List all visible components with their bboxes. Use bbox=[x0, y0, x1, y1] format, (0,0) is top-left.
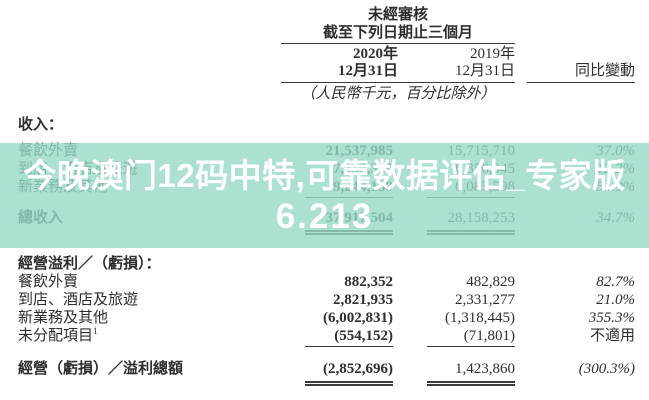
value-2020: 882,352 bbox=[344, 274, 393, 290]
value-2020: (6,002,831) bbox=[323, 310, 393, 326]
value-yoy: 不適用 bbox=[589, 328, 635, 344]
value-yoy: 82.7% bbox=[596, 274, 635, 290]
col-header-2020: 2020年 12月31日 bbox=[337, 46, 398, 79]
row-label: 未分配項目1 bbox=[18, 326, 98, 345]
watermark-text-line1: 今晚澳门12码中特,可靠数据评估_专家版 bbox=[23, 156, 626, 194]
row-label: 新業務及其他 bbox=[18, 310, 109, 326]
row-label: 到店、酒店及旅遊 bbox=[18, 292, 139, 308]
revenue-section-title: 收入： bbox=[18, 117, 64, 133]
watermark-overlay-band: 今晚澳门12码中特,可靠数据评估_专家版 6.213 bbox=[0, 143, 649, 248]
row-label: 餐飲外賣 bbox=[18, 274, 79, 290]
profit-total-row: 經營（虧損）／溢利總額 (2,852,696) 1,423,860 (300.3… bbox=[18, 359, 635, 386]
profit-row-food-delivery: 餐飲外賣 882,352 482,829 82.7% bbox=[18, 273, 635, 291]
value-2019: 482,829 bbox=[466, 274, 515, 290]
value-2020: (554,152) bbox=[281, 327, 393, 347]
currency-unit-note: （人民幣千元，百分比除外） bbox=[300, 86, 496, 102]
profit-row-new-initiatives: 新業務及其他 (6,002,831) (1,318,445) 355.3% bbox=[18, 309, 635, 327]
value-2020: (2,852,696) bbox=[281, 359, 393, 386]
period-label: 截至下列日期止三個月 bbox=[281, 24, 515, 44]
value-2019: 1,423,860 bbox=[393, 359, 515, 386]
watermark-text-line2: 6.213 bbox=[275, 196, 374, 236]
value-yoy: 355.3% bbox=[588, 310, 635, 326]
col-header-2019: 2019年 12月31日 bbox=[454, 46, 515, 79]
value-2019: 2,331,277 bbox=[455, 292, 515, 308]
value-2019: (71,801) bbox=[393, 327, 515, 347]
profit-row-instore-hotel-travel: 到店、酒店及旅遊 2,821,935 2,331,277 21.0% bbox=[18, 291, 635, 309]
value-2019: (1,318,445) bbox=[445, 310, 515, 326]
row-label: 經營（虧損）／溢利總額 bbox=[18, 361, 184, 377]
unaudited-label: 未經審核 bbox=[367, 7, 428, 23]
value-2020: 2,821,935 bbox=[333, 292, 393, 308]
footnote-marker: 1 bbox=[93, 326, 98, 336]
value-yoy: (300.3%) bbox=[578, 361, 635, 377]
table-header: 未經審核 bbox=[18, 6, 635, 24]
value-yoy: 21.0% bbox=[596, 292, 635, 308]
profit-section-title: 經營溢利／（虧損）： bbox=[18, 256, 161, 272]
profit-row-unallocated: 未分配項目1 (554,152) (71,801) 不適用 bbox=[18, 327, 635, 347]
date-column-headers: 2020年 12月31日 2019年 12月31日 bbox=[281, 46, 515, 83]
col-header-yoy: 同比變動 bbox=[527, 46, 635, 83]
